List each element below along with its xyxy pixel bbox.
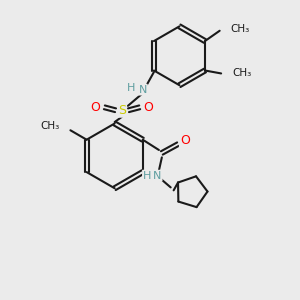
Text: O: O xyxy=(144,101,154,114)
Text: H: H xyxy=(127,83,135,93)
Text: O: O xyxy=(180,134,190,147)
Text: N: N xyxy=(153,171,162,181)
Text: CH₃: CH₃ xyxy=(232,68,252,78)
Text: CH₃: CH₃ xyxy=(231,24,250,34)
Text: CH₃: CH₃ xyxy=(41,121,60,131)
Text: H: H xyxy=(143,171,151,181)
Text: S: S xyxy=(118,104,126,117)
Text: N: N xyxy=(139,85,147,94)
Text: O: O xyxy=(91,101,100,114)
